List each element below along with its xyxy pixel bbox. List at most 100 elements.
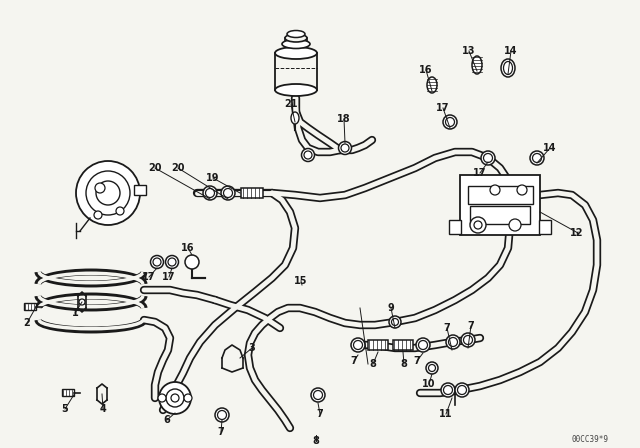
Bar: [539, 220, 551, 234]
Circle shape: [159, 382, 191, 414]
Ellipse shape: [389, 316, 401, 328]
Circle shape: [94, 211, 102, 219]
Text: 9: 9: [388, 303, 394, 313]
Ellipse shape: [301, 148, 314, 161]
Text: 00CC39*9: 00CC39*9: [572, 435, 609, 444]
Circle shape: [474, 221, 482, 229]
Text: 1: 1: [72, 308, 78, 318]
Text: 17: 17: [473, 168, 487, 178]
Text: 3: 3: [248, 343, 255, 353]
Ellipse shape: [221, 186, 235, 200]
Text: 20: 20: [172, 163, 185, 173]
Ellipse shape: [304, 151, 312, 159]
Text: 8: 8: [401, 359, 408, 369]
Circle shape: [86, 171, 130, 215]
Circle shape: [185, 255, 199, 269]
Text: 17: 17: [436, 103, 450, 113]
Ellipse shape: [419, 340, 428, 349]
Ellipse shape: [532, 154, 541, 163]
Text: 16: 16: [419, 65, 433, 75]
Text: 4: 4: [100, 404, 106, 414]
Ellipse shape: [275, 84, 317, 96]
Ellipse shape: [311, 388, 325, 402]
Bar: [24, 303, 36, 310]
Circle shape: [116, 207, 124, 215]
Text: 10: 10: [422, 379, 436, 389]
Ellipse shape: [472, 56, 482, 74]
Ellipse shape: [504, 61, 513, 74]
Text: 16: 16: [181, 243, 195, 253]
Text: 17: 17: [163, 272, 176, 282]
Ellipse shape: [455, 383, 469, 397]
Text: 7: 7: [317, 409, 323, 419]
Ellipse shape: [203, 186, 217, 200]
Ellipse shape: [481, 151, 495, 165]
Ellipse shape: [501, 59, 515, 77]
Ellipse shape: [463, 336, 472, 345]
Ellipse shape: [458, 385, 467, 395]
Circle shape: [171, 394, 179, 402]
Text: 14: 14: [504, 46, 518, 56]
Ellipse shape: [429, 365, 435, 371]
Circle shape: [76, 161, 140, 225]
Ellipse shape: [168, 258, 176, 266]
Text: 2: 2: [24, 318, 30, 328]
Bar: [241, 188, 263, 198]
Ellipse shape: [150, 255, 163, 268]
Ellipse shape: [314, 391, 323, 400]
Ellipse shape: [427, 77, 437, 93]
Ellipse shape: [339, 142, 351, 155]
Ellipse shape: [166, 255, 179, 268]
Text: 21: 21: [284, 99, 298, 109]
Bar: [368, 340, 388, 350]
Bar: [467, 186, 532, 204]
Bar: [62, 389, 74, 396]
Circle shape: [184, 394, 192, 402]
Circle shape: [96, 181, 120, 205]
Text: 20: 20: [148, 163, 162, 173]
Ellipse shape: [153, 258, 161, 266]
Ellipse shape: [449, 337, 458, 346]
Bar: [470, 206, 530, 224]
Ellipse shape: [441, 383, 455, 397]
Ellipse shape: [218, 410, 227, 419]
Text: 18: 18: [337, 114, 351, 124]
Text: 19: 19: [206, 173, 220, 183]
Ellipse shape: [444, 385, 452, 395]
Text: 8: 8: [369, 359, 376, 369]
Ellipse shape: [483, 154, 493, 163]
Circle shape: [490, 185, 500, 195]
Circle shape: [158, 394, 166, 402]
Circle shape: [517, 185, 527, 195]
Text: 5: 5: [61, 404, 68, 414]
Ellipse shape: [275, 47, 317, 59]
Ellipse shape: [353, 340, 362, 349]
Bar: [134, 185, 146, 195]
Circle shape: [509, 219, 521, 231]
Ellipse shape: [341, 144, 349, 152]
Circle shape: [470, 217, 486, 233]
Ellipse shape: [445, 117, 454, 126]
Circle shape: [95, 183, 105, 193]
Text: 8: 8: [312, 436, 319, 446]
Ellipse shape: [416, 338, 430, 352]
Text: 7: 7: [351, 356, 357, 366]
Circle shape: [79, 299, 85, 305]
Ellipse shape: [287, 30, 305, 38]
Ellipse shape: [215, 408, 229, 422]
Ellipse shape: [392, 319, 399, 326]
Text: 7: 7: [468, 321, 474, 331]
Ellipse shape: [461, 333, 475, 347]
Ellipse shape: [446, 335, 460, 349]
Ellipse shape: [426, 362, 438, 374]
Ellipse shape: [205, 189, 214, 198]
Ellipse shape: [291, 112, 299, 124]
Bar: [460, 175, 540, 235]
Circle shape: [166, 389, 184, 407]
Text: 14: 14: [543, 143, 557, 153]
Text: 6: 6: [164, 415, 170, 425]
Text: 7: 7: [413, 356, 420, 366]
Bar: [449, 220, 461, 234]
Text: 15: 15: [294, 276, 308, 286]
Text: 11: 11: [439, 409, 452, 419]
